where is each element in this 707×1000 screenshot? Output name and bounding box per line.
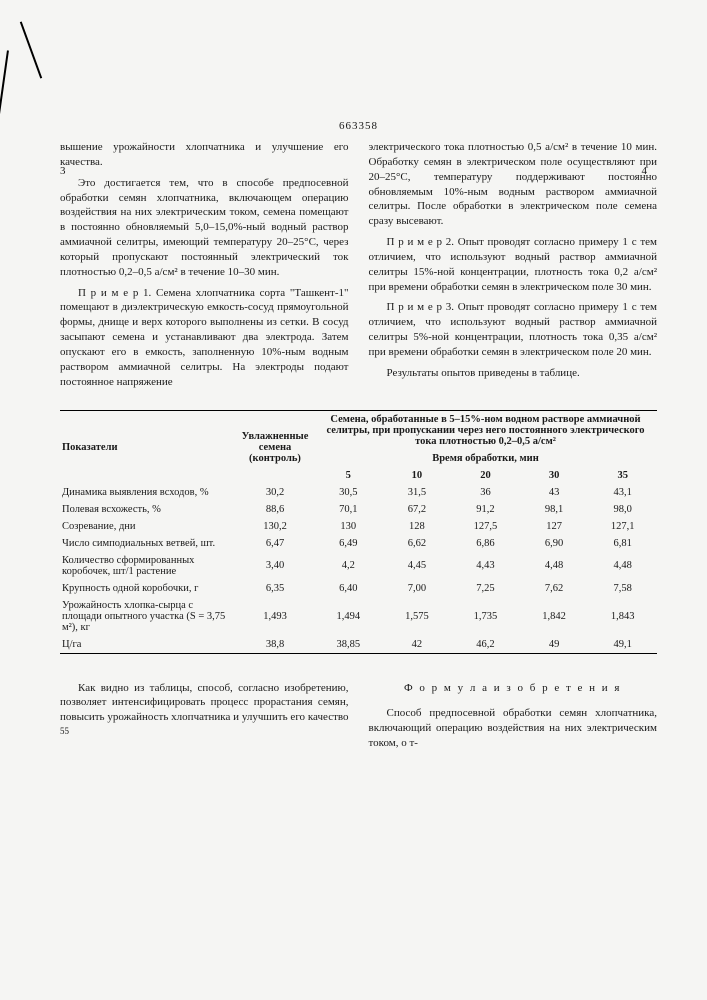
table-row: Полевая всхожесть, %88,670,167,291,298,1… — [60, 501, 657, 518]
cell: 6,49 — [314, 535, 383, 552]
left-column: вышение урожайности хлопчатника и улучше… — [60, 140, 349, 396]
th-t: 5 — [314, 467, 383, 484]
row-label: Крупность одной коробочки, г — [60, 580, 236, 597]
cell: 6,90 — [520, 535, 589, 552]
cell: 30,2 — [236, 484, 314, 501]
cell: 70,1 — [314, 501, 383, 518]
cell: 98,1 — [520, 501, 589, 518]
bottom-left-text: Как видно из таблицы, способ, согласно и… — [60, 682, 349, 724]
cell: 6,40 — [314, 580, 383, 597]
bottom-columns: Как видно из таблицы, способ, согласно и… — [60, 670, 657, 762]
cell: 3,40 — [236, 552, 314, 580]
table-row: Число симподиальных ветвей, шт.6,476,496… — [60, 535, 657, 552]
para: Это достигается тем, что в способе предп… — [60, 176, 349, 280]
bottom-right-col: Ф о р м у л а и з о б р е т е н и я Спос… — [369, 670, 658, 762]
row-label: Полевая всхожесть, % — [60, 501, 236, 518]
cell: 38,8 — [236, 636, 314, 654]
para: электрического тока плотностью 0,5 а/см²… — [369, 140, 658, 229]
th-t: 30 — [520, 467, 589, 484]
right-column: электрического тока плотностью 0,5 а/см²… — [369, 140, 658, 396]
formula-text: Способ предпосевной обработки семян хлоп… — [369, 706, 658, 751]
cell: 1,843 — [588, 597, 657, 636]
cell: 6,81 — [588, 535, 657, 552]
doc-number: 663358 — [60, 120, 657, 132]
cell: 7,25 — [451, 580, 520, 597]
row-label: Созревание, дни — [60, 518, 236, 535]
cell: 6,35 — [236, 580, 314, 597]
results-table: Показатели Увлажненные семена (контроль)… — [60, 410, 657, 654]
th-t: 10 — [383, 467, 452, 484]
row-label: Число симподиальных ветвей, шт. — [60, 535, 236, 552]
cell: 67,2 — [383, 501, 452, 518]
table-row: Крупность одной коробочки, г6,356,407,00… — [60, 580, 657, 597]
cell: 42 — [383, 636, 452, 654]
cell: 130,2 — [236, 518, 314, 535]
cell: 7,58 — [588, 580, 657, 597]
cell: 43,1 — [588, 484, 657, 501]
table-row: Количество сформированных коробочек, шт/… — [60, 552, 657, 580]
para: П р и м е р 3. Опыт проводят согласно пр… — [369, 300, 658, 359]
cell: 128 — [383, 518, 452, 535]
th-control: Увлажненные семена (контроль) — [236, 410, 314, 484]
table-row: Динамика выявления всходов, %30,230,531,… — [60, 484, 657, 501]
text-columns: вышение урожайности хлопчатника и улучше… — [60, 140, 657, 396]
th-treated: Семена, обработанные в 5–15%-ном водном … — [314, 410, 657, 450]
para: вышение урожайности хлопчатника и улучше… — [60, 140, 349, 170]
row-label: Ц/га — [60, 636, 236, 654]
cell: 127 — [520, 518, 589, 535]
para: Как видно из таблицы, способ, согласно и… — [60, 681, 349, 744]
para: П р и м е р 2. Опыт проводят согласно пр… — [369, 235, 658, 294]
th-time: Время обработки, мин — [314, 450, 657, 467]
cell: 127,5 — [451, 518, 520, 535]
page-num-left: 3 — [60, 165, 66, 177]
cell: 6,47 — [236, 535, 314, 552]
line-mark: 55 — [60, 726, 69, 736]
cell: 4,45 — [383, 552, 452, 580]
cell: 88,6 — [236, 501, 314, 518]
th-t: 20 — [451, 467, 520, 484]
cell: 4,43 — [451, 552, 520, 580]
cell: 30,5 — [314, 484, 383, 501]
cell: 1,735 — [451, 597, 520, 636]
row-label: Урожайность хлопка-сырца с площади опытн… — [60, 597, 236, 636]
para: П р и м е р 1. Семена хлопчатника сорта … — [60, 286, 349, 390]
table-row: Созревание, дни130,2130128127,5127127,1 — [60, 518, 657, 535]
cell: 31,5 — [383, 484, 452, 501]
table-row: Ц/га38,838,854246,24949,1 — [60, 636, 657, 654]
cell: 6,86 — [451, 535, 520, 552]
cell: 1,842 — [520, 597, 589, 636]
cell: 1,494 — [314, 597, 383, 636]
cell: 1,493 — [236, 597, 314, 636]
cell: 4,48 — [520, 552, 589, 580]
cell: 4,48 — [588, 552, 657, 580]
para: Результаты опытов приведены в таблице. — [369, 366, 658, 381]
cell: 49,1 — [588, 636, 657, 654]
row-label: Количество сформированных коробочек, шт/… — [60, 552, 236, 580]
cell: 130 — [314, 518, 383, 535]
table-body: Динамика выявления всходов, %30,230,531,… — [60, 484, 657, 654]
cell: 46,2 — [451, 636, 520, 654]
cell: 38,85 — [314, 636, 383, 654]
cell: 49 — [520, 636, 589, 654]
cell: 91,2 — [451, 501, 520, 518]
row-label: Динамика выявления всходов, % — [60, 484, 236, 501]
cell: 127,1 — [588, 518, 657, 535]
formula-title: Ф о р м у л а и з о б р е т е н и я — [369, 681, 658, 696]
cell: 4,2 — [314, 552, 383, 580]
cell: 6,62 — [383, 535, 452, 552]
cell: 7,62 — [520, 580, 589, 597]
cell: 43 — [520, 484, 589, 501]
table-row: Урожайность хлопка-сырца с площади опытн… — [60, 597, 657, 636]
th-indicators: Показатели — [60, 410, 236, 484]
cell: 98,0 — [588, 501, 657, 518]
bottom-left-col: Как видно из таблицы, способ, согласно и… — [60, 670, 349, 762]
cell: 7,00 — [383, 580, 452, 597]
page-num-right: 4 — [642, 165, 648, 177]
cell: 36 — [451, 484, 520, 501]
th-t: 35 — [588, 467, 657, 484]
cell: 1,575 — [383, 597, 452, 636]
page-body: 663358 3 4 вышение урожайности хлопчатни… — [0, 0, 707, 802]
